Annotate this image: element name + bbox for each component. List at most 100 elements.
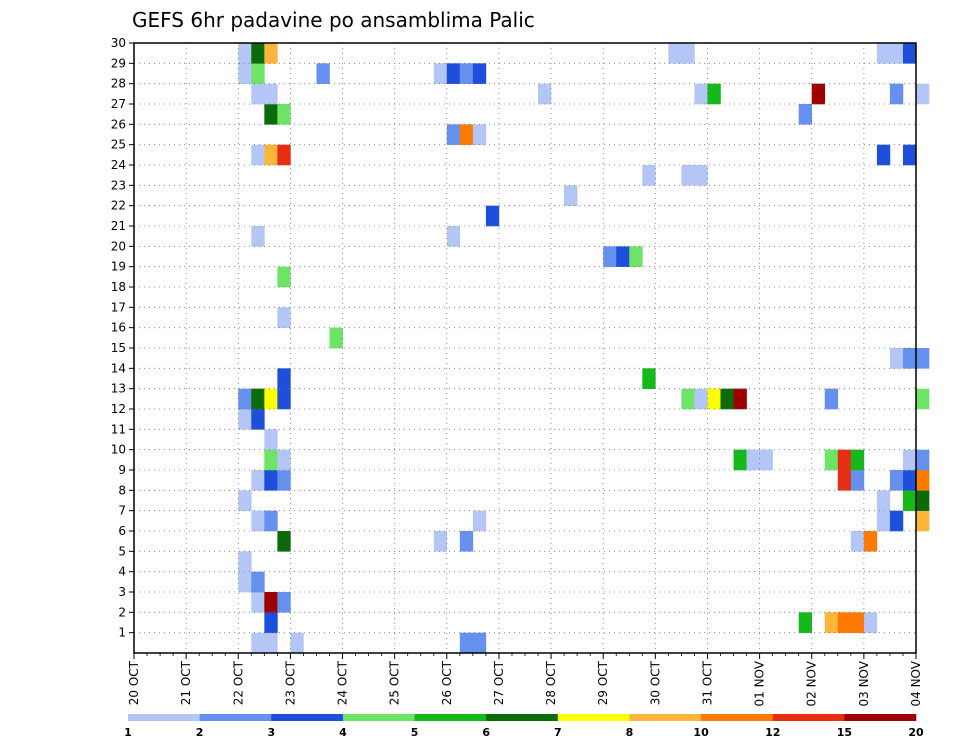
colorbar-segment [772,714,845,721]
heatmap-cell [603,246,617,267]
y-tick-label: 21 [111,219,126,233]
heatmap-cell [538,83,552,105]
x-tick-label: 01 NOV [753,660,767,706]
heatmap-cell [863,531,878,552]
y-tick-label: 30 [111,36,126,50]
heatmap-cell [876,144,891,166]
heatmap-cell [238,388,252,410]
heatmap-cell [837,612,852,633]
heatmap-cell [472,632,487,654]
colorbar-segment [128,714,200,721]
heatmap-cell [251,63,265,84]
heatmap-cell [902,490,917,511]
x-axis-ticks: 20 OCT 21 OCT 22 OCT 23 OCT 24 OCT 25 OCT 26 O… [127,653,923,707]
heatmap-cell [629,246,643,267]
heatmap-cell [264,104,278,125]
heatmap-cell [824,388,839,410]
heatmap-cell [433,63,448,84]
heatmap-cell [837,470,852,491]
y-tick-label: 7 [118,504,126,518]
colorbar-segment [844,714,917,721]
heatmap-cell [746,449,760,471]
heatmap-cell [251,388,265,410]
heatmap-cell [264,83,278,105]
heatmap-cell [916,490,930,511]
heatmap-cell [916,510,930,532]
x-tick-label: 23 OCT [283,660,297,705]
heatmap-cell [876,490,891,511]
y-tick-label: 10 [111,443,126,457]
colorbar-tick-label: 6 [482,726,490,739]
heatmap-cell [798,612,813,633]
y-tick-label: 29 [111,56,126,70]
heatmap-cell [459,531,474,552]
y-tick-label: 24 [111,158,126,172]
heatmap-cell [238,63,252,84]
heatmap-cell [264,449,278,471]
heatmap-cell [264,510,278,532]
heatmap-cell [472,63,487,84]
colorbar-tick-label: 15 [837,726,852,739]
heatmap-cell [264,144,278,166]
y-tick-label: 28 [111,77,126,91]
heatmap-cell [277,104,291,125]
heatmap-cell [277,592,291,613]
x-tick-label: 25 OCT [388,660,402,705]
heatmap-cell [485,205,500,227]
y-tick-label: 26 [111,117,126,131]
y-tick-label: 23 [111,178,126,192]
heatmap-cell [694,388,708,410]
heatmap-cell [837,449,852,471]
heatmap-cell [850,449,865,471]
y-tick-label: 22 [111,199,126,213]
colorbar-tick-label: 5 [411,726,419,739]
heatmap-cell [733,388,747,410]
heatmap-cell [238,551,252,572]
heatmap-cell [876,43,891,64]
chart-title: GEFS 6hr padavine po ansamblima Palic [132,8,535,32]
heatmap-cell [251,470,265,491]
x-tick-label: 21 OCT [179,660,193,705]
heatmap-cell [876,510,891,532]
y-tick-label: 12 [111,402,126,416]
heatmap-cell [889,83,904,105]
colorbar-tick-label: 12 [765,726,780,739]
y-tick-label: 4 [118,565,126,579]
colorbar-segment [199,714,272,721]
heatmap-cell [798,104,813,125]
heatmap-cell [889,510,904,532]
heatmap-cell [811,83,826,105]
heatmap-cell [277,144,291,166]
heatmap-cell [902,470,917,491]
heatmap-cell [459,124,474,145]
heatmap-cell [277,266,291,288]
heatmap-cell [277,531,291,552]
heatmap-cell [681,43,695,64]
heatmap-cell [251,571,265,593]
heatmap-cell [850,470,865,491]
colorbar-segment [486,714,559,721]
heatmap-cell [681,165,695,186]
heatmap-cell [251,226,265,247]
y-tick-label: 16 [111,321,126,335]
y-tick-label: 27 [111,97,126,111]
colorbar-tick-label: 4 [339,726,347,739]
x-tick-label: 03 NOV [857,660,871,706]
x-tick-label: 28 OCT [544,660,558,705]
y-tick-label: 9 [118,463,126,477]
heatmap-cell [251,592,265,613]
heatmap-cell [902,348,917,369]
y-tick-label: 13 [111,382,126,396]
heatmap-cell [446,63,461,84]
heatmap-cell [694,165,708,186]
y-tick-label: 14 [111,361,126,375]
colorbar-segment [271,714,344,721]
heatmap-cell [264,388,278,410]
x-tick-label: 24 OCT [336,660,350,705]
x-tick-label: 26 OCT [440,660,454,705]
colorbar-tick-label: 10 [693,726,709,739]
colorbar-tick-label: 20 [908,726,924,739]
y-tick-label: 2 [118,605,126,619]
heatmap-cell [733,449,747,471]
heatmap-cell [902,449,917,471]
